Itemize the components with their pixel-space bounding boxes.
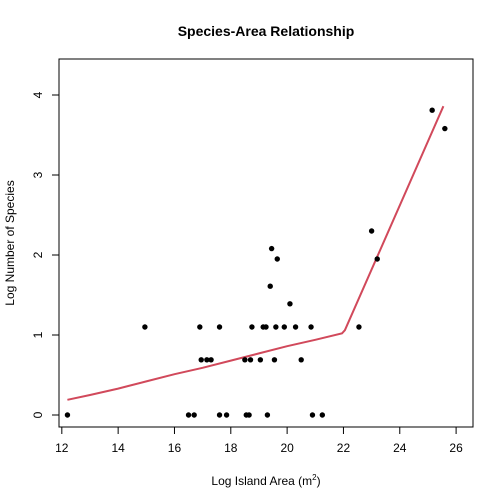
y-tick-label: 2 (31, 251, 45, 258)
data-point (442, 125, 448, 132)
plot-frame (58, 58, 474, 428)
x-tick-label: 26 (449, 441, 463, 455)
data-point (287, 301, 293, 307)
data-point (191, 412, 197, 418)
data-point (198, 357, 204, 363)
y-tick-label: 4 (31, 91, 45, 98)
chart-title: Species-Area Relationship (178, 23, 355, 39)
data-point (374, 256, 380, 262)
data-point (281, 324, 288, 330)
y-tick-label: 1 (31, 331, 45, 338)
x-tick-label: 24 (393, 441, 407, 455)
data-point (298, 357, 304, 363)
data-point (271, 357, 278, 363)
data-point (247, 357, 254, 363)
data-point (264, 412, 271, 418)
data-point (185, 412, 192, 418)
x-axis-label: Log Island Area (m2) (211, 473, 320, 488)
data-point (292, 324, 299, 330)
x-tick-label: 20 (280, 441, 294, 455)
data-point (142, 324, 148, 330)
scatter-points-layer (64, 107, 448, 418)
x-axis-label-suffix: ) (317, 474, 321, 488)
y-tick-label: 3 (31, 171, 45, 178)
data-point (257, 357, 264, 363)
data-point (246, 412, 252, 418)
x-axis: 12 14 16 18 20 22 24 26 (55, 426, 463, 455)
data-point (268, 245, 275, 252)
x-tick-label: 14 (111, 441, 125, 455)
x-tick-label: 18 (224, 441, 238, 455)
data-point (64, 412, 71, 418)
data-point (197, 324, 203, 330)
data-point (274, 256, 280, 262)
data-point (308, 324, 314, 330)
data-point (242, 357, 248, 363)
data-point (356, 324, 362, 330)
data-point (368, 228, 375, 234)
data-point (267, 283, 273, 289)
y-axis-label: Log Number of Species (3, 180, 17, 305)
data-point (249, 324, 255, 330)
y-tick-label: 0 (31, 411, 45, 418)
fit-line-layer (67, 105, 445, 401)
data-point (223, 412, 230, 418)
data-point (429, 107, 435, 113)
x-axis-label-superscript: 2 (312, 473, 317, 482)
data-point (216, 412, 223, 418)
data-point (263, 324, 269, 330)
data-point (319, 412, 326, 418)
data-point (204, 357, 210, 363)
data-point (208, 357, 214, 363)
data-point (216, 324, 223, 330)
data-point (273, 324, 279, 330)
fitted-line (67, 105, 445, 401)
data-point (309, 412, 316, 418)
x-tick-label: 22 (337, 441, 351, 455)
y-axis: 0 1 2 3 4 (31, 91, 60, 418)
x-tick-label: 16 (168, 441, 182, 455)
x-axis-label-main: Log Island Area (m (211, 474, 312, 488)
x-tick-label: 12 (55, 441, 69, 455)
